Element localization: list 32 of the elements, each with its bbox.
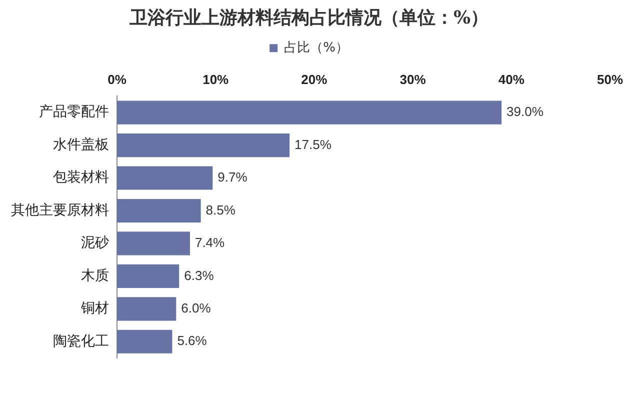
data-label: 9.7% <box>218 170 248 185</box>
bar <box>117 100 502 124</box>
y-tick-label: 水件盖板 <box>53 136 109 153</box>
y-tick-label: 陶瓷化工 <box>53 333 109 350</box>
x-tick-label: 30% <box>400 72 426 87</box>
y-tick-label: 其他主要原材料 <box>11 202 109 218</box>
legend-label: 占比（%） <box>284 40 348 56</box>
data-label: 6.0% <box>181 300 212 316</box>
x-tick-label: 50% <box>596 72 624 87</box>
y-tick-label: 铜材 <box>80 300 109 317</box>
bar <box>117 232 190 256</box>
y-tick-label: 包装材料 <box>53 170 109 186</box>
x-tick-label: 20% <box>301 72 328 87</box>
y-tick-label: 泥砂 <box>81 235 109 252</box>
x-tick-label: 0% <box>108 72 127 87</box>
y-tick-label: 产品零配件 <box>39 104 109 120</box>
data-label: 8.5% <box>206 202 236 218</box>
bar <box>117 134 290 158</box>
chart-title: 卫浴行业上游材料结构占比情况（单位：%） <box>128 7 489 28</box>
data-label: 17.5% <box>294 136 332 152</box>
x-tick-label: 40% <box>498 72 525 87</box>
bar <box>117 264 180 288</box>
bar <box>117 198 201 223</box>
x-tick-label: 10% <box>202 72 230 87</box>
bar <box>117 166 213 190</box>
y-tick-label: 木质 <box>81 268 109 284</box>
data-label: 39.0% <box>506 104 544 120</box>
data-label: 5.6% <box>177 333 208 348</box>
data-label: 7.4% <box>194 235 226 250</box>
bar <box>117 330 172 354</box>
bar <box>117 297 176 321</box>
data-label: 6.3% <box>184 268 214 283</box>
